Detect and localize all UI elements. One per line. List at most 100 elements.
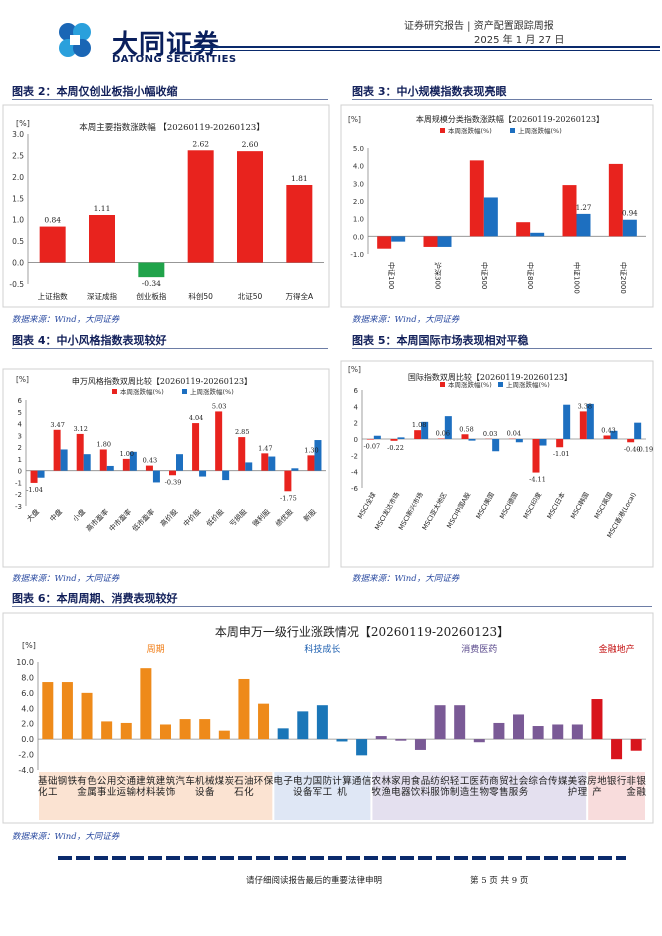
- x-tick-label: 中证1000: [573, 262, 582, 294]
- x-tick-char: 属: [87, 787, 97, 798]
- x-tick-char: 纺: [430, 775, 440, 787]
- x-tick-char: 会: [519, 775, 529, 787]
- y-tick-label: 1.5: [12, 194, 24, 203]
- legend-label: 本周涨跌幅(%): [448, 126, 492, 135]
- bar: [603, 435, 611, 439]
- chart-frame: [340, 360, 654, 568]
- y-tick-label: 1.0: [353, 216, 364, 224]
- x-tick-char: 建: [156, 775, 166, 787]
- bar: [81, 692, 93, 740]
- x-tick-label: 中证500: [480, 262, 489, 289]
- group-label: 周期: [147, 644, 165, 655]
- datong-logo-icon: [59, 23, 91, 57]
- bar: [291, 468, 299, 471]
- bar: [145, 465, 153, 471]
- y-tick-label: 0.0: [12, 259, 24, 268]
- x-tick-char: 零: [489, 787, 499, 798]
- y-tick-label: 4: [354, 403, 359, 411]
- bar: [377, 236, 392, 249]
- bar: [53, 429, 61, 471]
- bar: [258, 703, 270, 740]
- data-label: -0.22: [387, 444, 404, 452]
- data-label: 0.03: [483, 430, 497, 438]
- bar: [140, 668, 152, 740]
- fig2-source: 数据来源：Wind，大同证券: [12, 315, 120, 325]
- group-label: 消费医药: [461, 643, 497, 655]
- bar: [591, 699, 603, 740]
- legend-label: 上周涨跌幅(%): [506, 380, 550, 389]
- x-tick-char: 贸: [499, 775, 509, 787]
- bar: [316, 705, 328, 740]
- x-tick-char: 国: [313, 776, 323, 787]
- x-tick-char: 医: [470, 776, 480, 787]
- x-tick-char: 计: [332, 775, 342, 787]
- x-tick-char: 备: [205, 786, 215, 798]
- bar: [192, 423, 200, 471]
- bar: [562, 185, 577, 237]
- fig2-chart: [%] 本周主要指数涨跌幅 【20260119-20260123】 3.0 2.5 2.…: [2, 104, 330, 308]
- x-tick-char: 础: [48, 775, 58, 787]
- y-tick-label: -4: [351, 469, 359, 477]
- x-tick-char: 非: [626, 775, 636, 787]
- bar: [611, 739, 623, 760]
- x-tick-char: 饰: [440, 786, 450, 798]
- bar: [101, 721, 113, 740]
- x-tick-char: 饰: [166, 786, 176, 798]
- y-tick-label: -2: [351, 452, 358, 460]
- x-tick-char: 煤: [215, 775, 225, 787]
- bar: [437, 236, 452, 247]
- x-tick-char: 械: [205, 775, 215, 787]
- bar: [469, 160, 484, 237]
- x-tick-char: 牧: [371, 786, 381, 798]
- x-tick-char: 金: [77, 786, 87, 798]
- bar: [169, 470, 176, 476]
- fig5-title: 图表 5：本周国际市场表现相对平稳: [352, 334, 529, 347]
- data-label: 1.80: [97, 440, 111, 448]
- data-label: -0.07: [363, 443, 380, 451]
- bar: [61, 682, 73, 740]
- bar: [106, 465, 114, 471]
- fig3-rule: [352, 99, 652, 100]
- x-tick-char: 公: [97, 776, 107, 787]
- bar: [245, 462, 253, 471]
- legend-label: 本周涨跌幅(%): [120, 387, 164, 396]
- bar: [336, 739, 348, 742]
- bar: [576, 213, 591, 237]
- bar: [373, 435, 381, 439]
- x-tick-label: 深证成指: [87, 291, 117, 301]
- data-label: 3.47: [50, 421, 64, 429]
- group-band: [39, 772, 273, 820]
- x-tick-char: 材: [136, 786, 146, 798]
- x-tick-char: 媒: [558, 775, 568, 787]
- footer-legal-note: 请仔细阅读报告最后的重要法律申明: [246, 876, 383, 886]
- data-label: 0.58: [459, 425, 473, 433]
- x-tick-char: 传: [548, 775, 558, 787]
- x-tick-char: 运: [117, 787, 127, 798]
- x-tick-char: 化: [244, 786, 254, 798]
- x-tick-label: 创业板指: [136, 291, 166, 301]
- bar: [76, 433, 84, 471]
- bar: [414, 739, 426, 750]
- bar: [556, 439, 564, 448]
- x-tick-char: 铁: [68, 775, 78, 787]
- unit-label: [%]: [16, 375, 29, 384]
- x-tick-char: 子: [283, 776, 293, 787]
- bar: [268, 456, 276, 471]
- x-tick-char: 备: [303, 786, 313, 798]
- bar: [222, 470, 230, 481]
- x-tick-char: 筑: [146, 775, 156, 787]
- data-label: 3.12: [73, 425, 87, 433]
- x-tick-char: 家: [391, 775, 401, 787]
- legend-swatch: [510, 128, 515, 133]
- bar: [37, 470, 45, 478]
- x-tick-char: 商: [489, 775, 499, 787]
- legend-label: 上周涨跌幅(%): [518, 126, 562, 135]
- bar: [461, 434, 469, 439]
- group-band: [274, 772, 371, 820]
- data-label: 1.27: [576, 204, 592, 212]
- y-tick-label: 1.0: [12, 216, 24, 225]
- bar: [532, 439, 540, 473]
- data-label: 1.00: [120, 450, 134, 458]
- data-label: -1.75: [280, 494, 297, 502]
- bar: [176, 454, 183, 471]
